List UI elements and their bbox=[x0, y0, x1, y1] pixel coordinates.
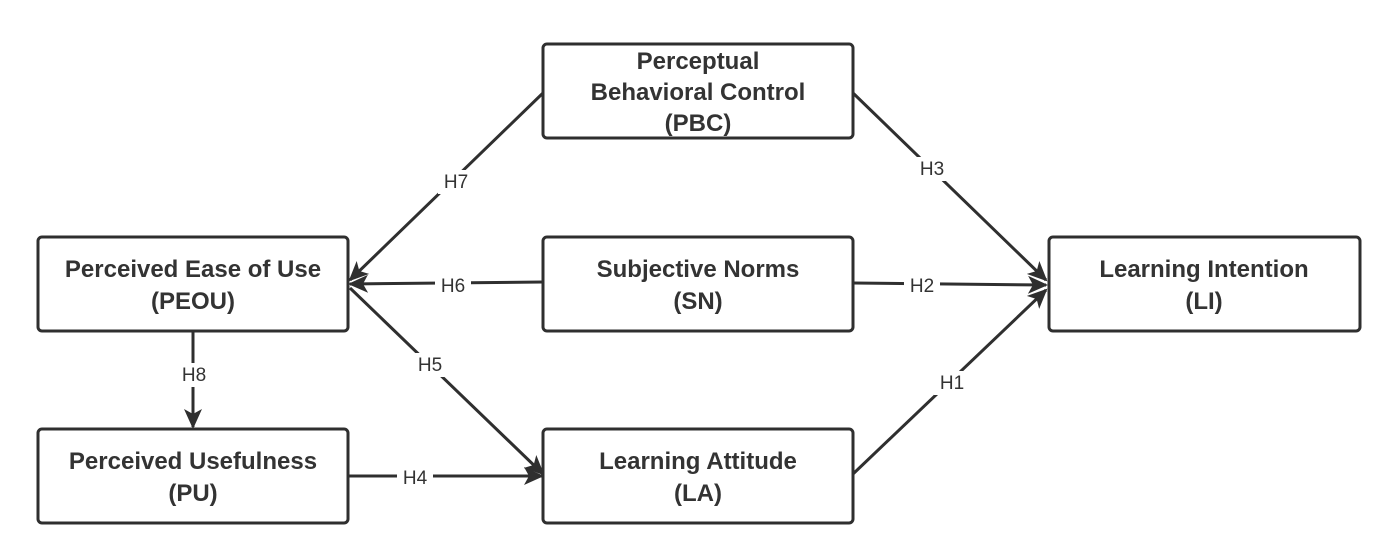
edge-label-h6-text: H6 bbox=[441, 276, 465, 297]
edge-label-h6: H6 bbox=[435, 274, 471, 298]
edge-label-h4: H4 bbox=[397, 466, 433, 490]
edge-h3-line bbox=[851, 91, 1048, 282]
node-pbc-line2: Behavioral Control bbox=[591, 79, 806, 106]
edge-h2-line bbox=[852, 275, 1048, 294]
node-pu-line2: (PU) bbox=[168, 480, 217, 507]
node-la: Learning Attitude (LA) bbox=[541, 427, 855, 525]
edge-label-h3-text: H3 bbox=[920, 159, 944, 180]
node-pbc-line3: (PBC) bbox=[665, 110, 732, 137]
node-la-line2: (LA) bbox=[674, 480, 722, 507]
node-pbc-line1: Perceptual bbox=[637, 48, 760, 75]
node-peou-line1: Perceived Ease of Use bbox=[65, 256, 321, 283]
edge-label-h5: H5 bbox=[412, 353, 448, 377]
edge-label-h1-text: H1 bbox=[940, 373, 964, 394]
edge-label-h7-text: H7 bbox=[444, 172, 468, 193]
node-li: Learning Intention (LI) bbox=[1047, 235, 1362, 333]
edge-label-h2: H2 bbox=[904, 274, 940, 298]
node-li-line2: (LI) bbox=[1185, 288, 1222, 315]
edge-label-h1: H1 bbox=[934, 371, 970, 395]
node-la-line1: Learning Attitude bbox=[599, 448, 797, 475]
node-li-line1: Learning Intention bbox=[1099, 256, 1308, 283]
edge-label-h3: H3 bbox=[914, 157, 950, 181]
node-peou-line2: (PEOU) bbox=[151, 288, 235, 315]
edge-label-h2-text: H2 bbox=[910, 276, 934, 297]
edge-labels: H7 H3 H6 H2 H5 H1 H8 H4 bbox=[176, 157, 970, 490]
node-pu: Perceived Usefulness (PU) bbox=[36, 427, 350, 525]
edge-label-h7: H7 bbox=[438, 170, 474, 194]
node-pu-line1: Perceived Usefulness bbox=[69, 448, 317, 475]
edge-h5-line bbox=[348, 286, 545, 476]
edge-label-h8: H8 bbox=[176, 363, 212, 387]
node-sn: Subjective Norms (SN) bbox=[541, 235, 855, 333]
node-peou: Perceived Ease of Use (PEOU) bbox=[36, 235, 350, 333]
node-sn-line2: (SN) bbox=[673, 288, 722, 315]
node-sn-line1: Subjective Norms bbox=[597, 256, 800, 283]
edge-label-h8-text: H8 bbox=[182, 365, 206, 386]
node-pbc: Perceptual Behavioral Control (PBC) bbox=[541, 42, 855, 140]
edge-label-h4-text: H4 bbox=[403, 468, 428, 489]
edge-label-h5-text: H5 bbox=[418, 355, 442, 376]
